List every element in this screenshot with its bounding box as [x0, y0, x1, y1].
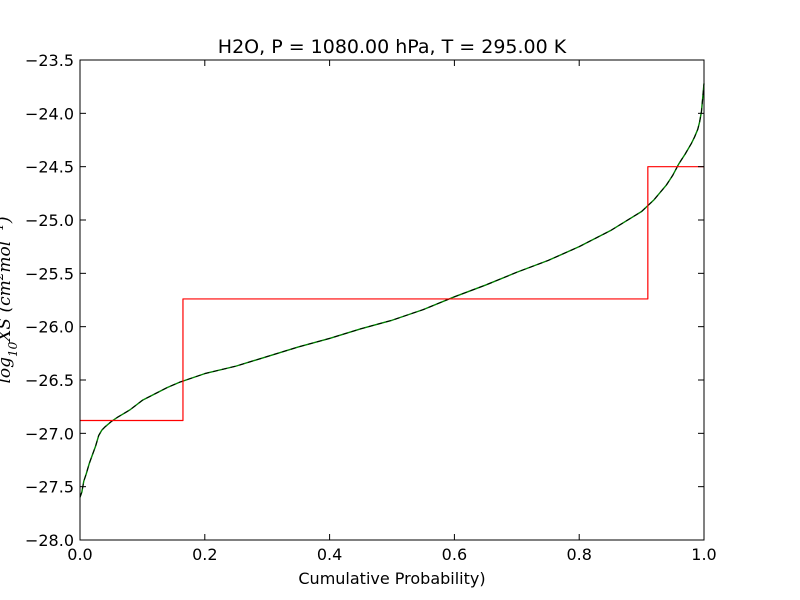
- series-line-step: [80, 166, 704, 422]
- y-tick-label: −24.0: [25, 104, 74, 123]
- x-tick-label: 0.6: [442, 545, 467, 564]
- plot-frame: [79, 59, 705, 541]
- y-tick-label: −24.5: [25, 158, 74, 177]
- y-label-close: ): [0, 216, 15, 224]
- x-tick-label: 0.8: [566, 545, 591, 564]
- y-tick-label: −27.5: [25, 478, 74, 497]
- y-tick-label: −25.5: [25, 264, 74, 283]
- y-label-mol: mol: [0, 241, 15, 273]
- series-layer: [79, 83, 705, 498]
- y-tick-label: −25.0: [25, 211, 74, 230]
- x-tick-label: 0.4: [317, 545, 342, 564]
- y-axis-label: log10XS (cm2mol−1): [0, 216, 20, 383]
- x-tick-label: 0.2: [192, 545, 217, 564]
- x-axis-label: Cumulative Probability): [298, 569, 485, 588]
- y-label-xs: XS (cm: [0, 280, 15, 343]
- y-label-sup2: −1: [0, 223, 6, 241]
- series-line-dashed: [79, 83, 705, 498]
- y-tick-label: −27.0: [25, 424, 74, 443]
- y-tick-label: −26.5: [25, 371, 74, 390]
- y-tick-label: −26.0: [25, 318, 74, 337]
- y-tick-label: −23.5: [25, 51, 74, 70]
- y-label-sup1: 2: [0, 273, 6, 282]
- y-label-log: log: [0, 357, 15, 384]
- x-tick-label: 1.0: [691, 545, 716, 564]
- x-tick-label: 0.0: [67, 545, 92, 564]
- tick-layer: 0.0 0.2 0.4 0.6 0.8 1.0 −23.5 −24.0 −24.5 −25.0 −2…: [25, 51, 717, 564]
- y-tick-label: −28.0: [25, 531, 74, 550]
- y-label-sub: 10: [6, 341, 20, 357]
- chart-title: H2O, P = 1080.00 hPa, T = 295.00 K: [218, 36, 567, 58]
